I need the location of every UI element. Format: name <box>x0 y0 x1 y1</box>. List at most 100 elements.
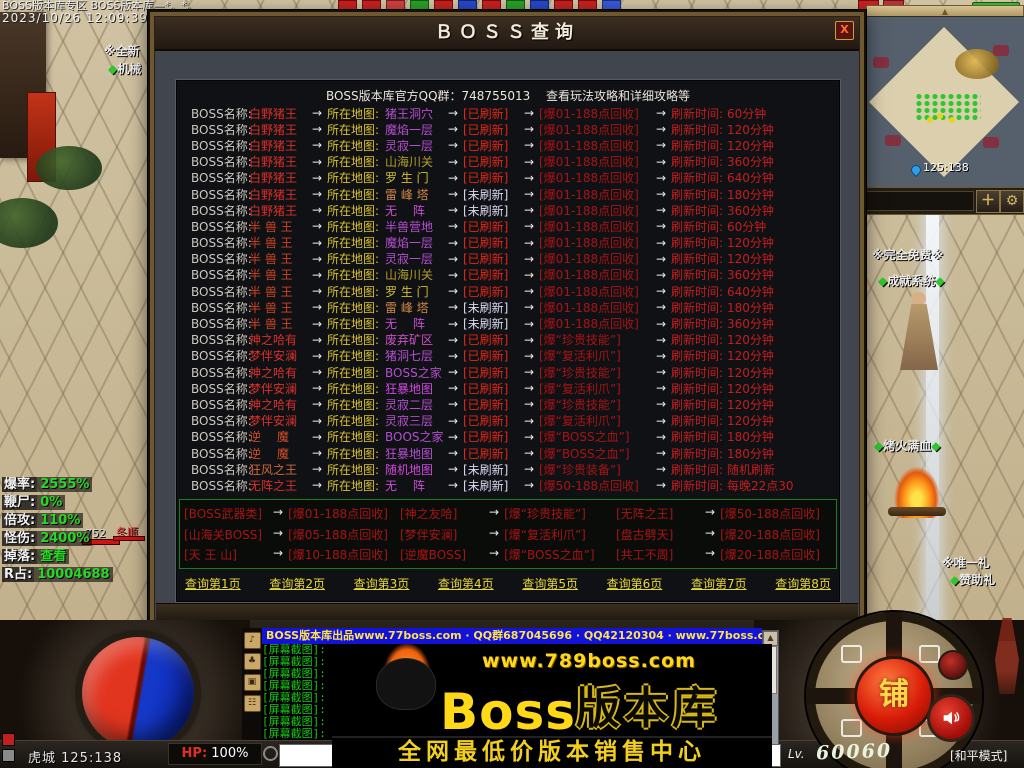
arrow-icon: → <box>523 170 535 185</box>
stat-value[interactable]: 0% <box>37 495 66 510</box>
npc-character[interactable] <box>898 292 940 374</box>
page-link[interactable]: 查询第6页 <box>606 577 663 591</box>
map-name: BOSS之家 <box>385 365 442 380</box>
close-button[interactable]: X <box>835 21 854 40</box>
cape-icon[interactable] <box>919 645 940 663</box>
arrow-icon: → <box>523 397 535 412</box>
arrow-icon: → <box>523 138 535 153</box>
hp-value: 100% <box>211 746 249 761</box>
refresh-status: [已刷新] <box>463 430 509 445</box>
refresh-time-label: 刷新时间: <box>671 106 724 121</box>
map-label: 所在地图: <box>327 268 380 283</box>
legend-name: [梦伴安澜] <box>400 527 458 542</box>
page-link[interactable]: 查询第4页 <box>437 577 494 591</box>
arrow-icon: → <box>655 429 667 444</box>
world-label-achievement: ◆成就系统◆ <box>878 274 945 288</box>
arrow-icon: → <box>311 154 323 169</box>
small-orb-button[interactable] <box>938 650 968 680</box>
map-label: 所在地图: <box>327 349 380 364</box>
refresh-time-value: 180分钟 <box>727 187 774 202</box>
refresh-status: [已刷新] <box>463 414 509 429</box>
arrow-icon: → <box>447 332 459 347</box>
boss-query-dialog: ＢＯＳＳ查询 X BOSS版本库官方QQ群：748755013 查看玩法攻略和详… <box>148 10 866 628</box>
page-link[interactable]: 查询第7页 <box>690 577 747 591</box>
minimap[interactable]: 125:138 <box>862 16 1024 188</box>
refresh-status: [已刷新] <box>463 397 509 412</box>
arrow-icon: → <box>447 154 459 169</box>
boss-row: BOSS名称: 半 兽 王 → 所在地图: 无 阵 → [未刷新] → [爆01… <box>191 315 835 332</box>
map-name: 灵寂二层 <box>385 397 434 412</box>
world-label-new: ※全新 <box>104 44 140 58</box>
arrow-icon: → <box>655 251 667 266</box>
map-name: 雷 峰 塔 <box>385 300 429 315</box>
boss-row: BOSS名称: 半 兽 王 → 所在地图: 山海川关 → [已刷新] → [爆0… <box>191 267 835 283</box>
legend-value: [爆20-188点回收] <box>720 527 820 542</box>
refresh-time-label: 刷新时间: <box>671 236 724 251</box>
arrow-icon: → <box>655 332 667 347</box>
plus-button[interactable]: ＋ <box>976 190 1000 213</box>
boss-name: 半 兽 王 <box>249 317 293 332</box>
location-text: 虎城 125:138 <box>28 751 123 766</box>
boss-name-label: BOSS名称: <box>191 122 252 137</box>
refresh-time-value: 120分钟 <box>727 252 774 267</box>
chat-icon-column: ♪ ♣ ▣ ☷ <box>242 628 262 740</box>
arrow-icon: → <box>447 267 459 282</box>
page-link[interactable]: 查询第2页 <box>269 577 325 591</box>
boss-name-label: BOSS名称: <box>191 414 252 429</box>
refresh-time-value: 120分钟 <box>727 365 774 380</box>
boss-name: 神之哈有 <box>249 397 298 412</box>
arrow-icon: → <box>523 365 535 380</box>
stat-value[interactable]: 2555% <box>37 477 93 492</box>
boss-name-label: BOSS名称: <box>191 203 252 218</box>
bag-icon[interactable] <box>841 645 862 663</box>
arrow-icon: → <box>705 545 716 560</box>
boss-name: 白野猪王 <box>249 171 298 186</box>
map-name: 山海川关 <box>385 155 434 170</box>
page-link[interactable]: 查询第5页 <box>522 577 578 591</box>
banner-slogan: 全网最低价版本销售中心 <box>332 736 772 768</box>
legend-item: [无阵之王] → [爆50-188点回收] <box>616 505 832 522</box>
sound-button[interactable] <box>927 694 975 742</box>
speaker-small-icon[interactable]: ♪ <box>243 632 261 649</box>
map-label: 所在地图: <box>327 138 380 153</box>
shop-orb-button[interactable]: 铺 <box>854 656 934 736</box>
boss-name-label: BOSS名称: <box>191 317 252 332</box>
stat-value[interactable]: 10004688 <box>34 567 113 582</box>
arrow-icon: → <box>655 187 667 202</box>
pagination: 查询第1页 查询第2页 查询第3页 查询第4页 查询第5页 查询第6页 查询第7… <box>185 575 831 592</box>
boss-name: 梦伴安澜 <box>249 349 298 364</box>
list-icon[interactable]: ☷ <box>243 695 261 712</box>
arrow-icon: → <box>655 138 667 153</box>
book-icon[interactable] <box>841 719 862 737</box>
diamond-icon: ◆ <box>878 274 888 288</box>
refresh-time-value: 120分钟 <box>727 236 774 251</box>
refresh-status: [已刷新] <box>463 381 509 396</box>
chat-horn-icon[interactable] <box>263 746 278 761</box>
hud-red-button[interactable] <box>2 733 15 746</box>
arrow-icon: → <box>311 251 323 266</box>
campfire[interactable] <box>884 452 950 518</box>
boss-name-label: BOSS名称: <box>191 462 252 477</box>
boss-name: 神之哈有 <box>249 333 298 348</box>
arrow-icon: → <box>311 187 323 202</box>
arrow-icon: → <box>311 462 323 477</box>
panel-icon[interactable]: ▣ <box>243 674 261 691</box>
page-link[interactable]: 查询第3页 <box>353 577 410 591</box>
page-link[interactable]: 查询第8页 <box>775 577 831 591</box>
legend-value: [爆10-188点回收] <box>288 547 388 562</box>
drop-info: [爆01-188点回收] <box>539 187 639 202</box>
boss-list: BOSS名称: 白野猪王 → 所在地图: 猪王洞穴 → [已刷新] → [爆01… <box>191 105 835 494</box>
map-name: 无 阵 <box>385 317 425 332</box>
hud-grey-button[interactable] <box>2 749 15 762</box>
stat-value[interactable]: 查看 <box>37 549 70 564</box>
stat-value[interactable]: 110% <box>37 513 84 528</box>
arrow-icon: → <box>705 505 716 520</box>
boss-name-label: BOSS名称: <box>191 138 252 153</box>
arrow-icon: → <box>655 267 667 282</box>
minimap-search-field[interactable] <box>866 191 974 211</box>
settings-button[interactable]: ⚙ <box>1000 190 1024 213</box>
page-link[interactable]: 查询第1页 <box>185 577 241 591</box>
stat-value[interactable]: 2400% <box>37 531 93 546</box>
arrow-icon: → <box>489 505 500 520</box>
clover-icon[interactable]: ♣ <box>243 653 261 670</box>
